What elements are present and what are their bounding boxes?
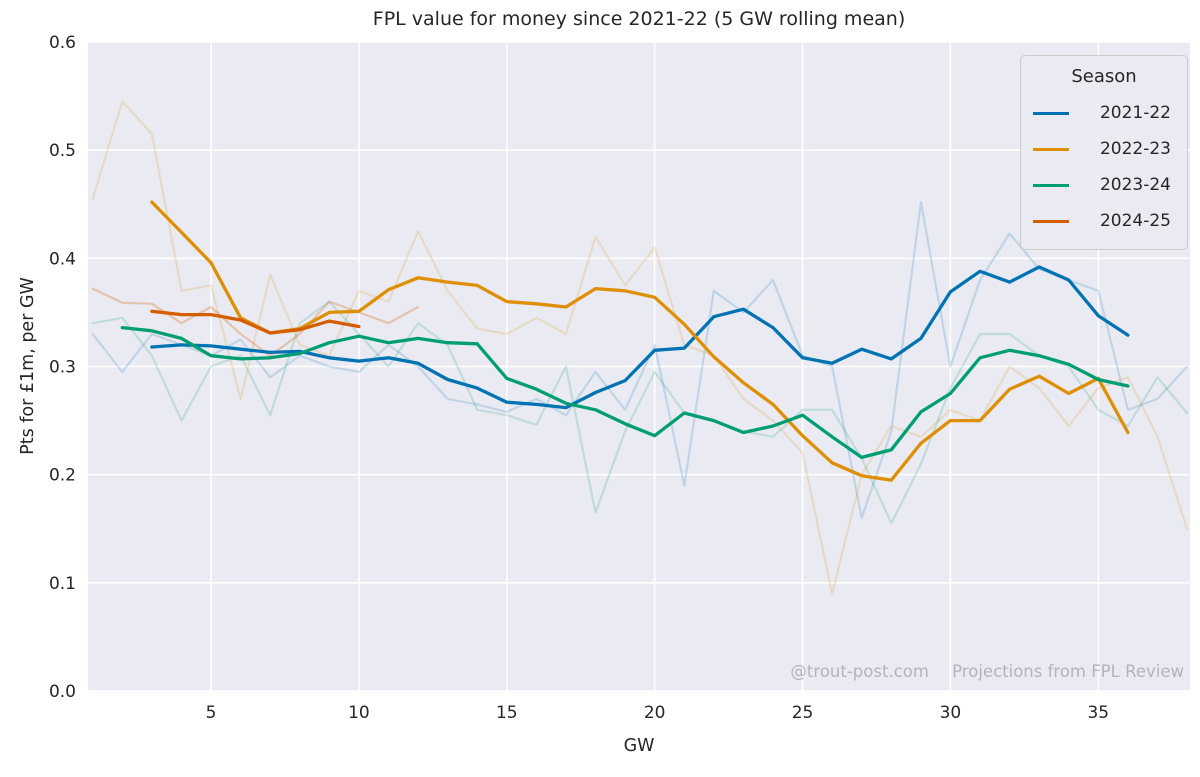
x-tick-label: 15 [496,703,518,723]
series-line-2021-22-raw [91,201,1189,520]
x-tick-label: 5 [206,703,217,723]
x-tick-label: 25 [792,703,814,723]
y-tick-label: 0.0 [49,682,76,702]
legend-entry-2021-22: 2021-22 [1033,95,1175,131]
legend-entry-2022-23: 2022-23 [1033,131,1175,167]
series-line-2021-22-rolling-mean [150,265,1130,410]
series-line-2022-23-rolling-mean [150,200,1130,482]
y-tick-label: 0.1 [49,574,76,594]
legend-line-swatch [1033,219,1069,223]
chart-title: FPL value for money since 2021-22 (5 GW … [372,8,906,30]
series-line-2023-24-raw [91,300,1189,525]
x-axis-label: GW [623,736,655,756]
y-axis-label: Pts for £1m, per GW [18,277,38,455]
y-tick-label: 0.5 [49,141,76,161]
x-tick-label: 10 [348,703,370,723]
legend-entry-label: 2023-24 [1099,175,1171,195]
y-tick-label: 0.4 [49,249,76,269]
y-tick-label: 0.2 [49,466,76,486]
x-tick-label: 20 [644,703,666,723]
legend-entry-label: 2022-23 [1099,139,1171,159]
legend-line-swatch [1033,111,1069,115]
series-line-2024-25-rolling-mean [150,309,361,335]
legend: Season 2021-22 2022-23 2023-24 2024-25 [1020,55,1188,250]
legend-title: Season [1071,66,1137,87]
series-line-2023-24-rolling-mean [120,325,1130,460]
legend-line-swatch [1033,183,1069,187]
series-line-2024-25-raw [91,287,420,357]
x-tick-label: 35 [1087,703,1109,723]
legend-entry-2023-24: 2023-24 [1033,167,1175,203]
legend-entry-2024-25: 2024-25 [1033,203,1175,239]
series-line-2022-23-raw [91,100,1189,595]
y-tick-label: 0.6 [49,33,76,53]
legend-line-swatch [1033,147,1069,151]
watermark: @trout-post.com Projections from FPL Rev… [790,662,1184,681]
y-tick-label: 0.3 [49,358,76,378]
watermark-credit: Projections from FPL Review [952,662,1184,681]
x-tick-label: 30 [940,703,962,723]
legend-entry-label: 2024-25 [1099,211,1171,231]
watermark-handle: @trout-post.com [790,662,929,681]
legend-entry-label: 2021-22 [1099,103,1171,123]
